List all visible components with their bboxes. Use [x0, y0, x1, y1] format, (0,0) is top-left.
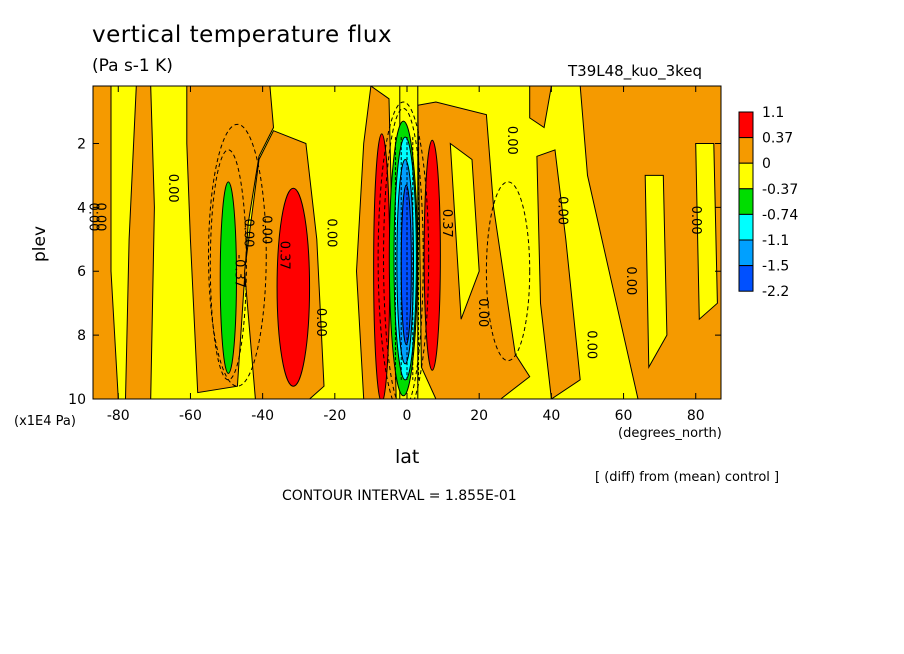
field-min-blue [400, 184, 412, 346]
y-tick-label: 6 [77, 264, 86, 280]
negative-contour [207, 123, 267, 387]
negative-contour [377, 101, 430, 399]
contour-value-label: 0.00 [583, 330, 598, 359]
y-tick-label: 4 [77, 200, 86, 216]
contour-value-label: 0.00 [85, 202, 100, 231]
contour-value-label: 0.00 [623, 266, 638, 295]
x-axis-title: lat [395, 446, 420, 468]
colorbar-label: -1.1 [762, 233, 789, 249]
field-max-red [423, 139, 441, 371]
colorbar-swatch [738, 111, 754, 139]
y-tick-label: 8 [77, 328, 86, 344]
x-axis-unit: (degrees_north) [618, 426, 722, 441]
field-region-yellow [449, 142, 480, 320]
run-label: T39L48_kuo_3keq [568, 62, 703, 80]
footnote: [ (diff) from (mean) control ] [595, 470, 780, 485]
contour-value-label: -0.37 [232, 254, 247, 288]
x-tick-label: -60 [179, 408, 202, 424]
y-axis-title: plev [30, 225, 50, 262]
colorbar-swatch [738, 188, 754, 215]
contour-interval-label: CONTOUR INTERVAL = 1.855E-01 [282, 488, 517, 504]
field-min-green [219, 181, 237, 374]
colorbar-label: -0.37 [762, 182, 798, 198]
x-tick-label: 0 [403, 408, 412, 424]
x-tick-label: 60 [615, 408, 633, 424]
colorbar-label: -2.2 [762, 284, 789, 300]
field-region-orange [124, 86, 155, 399]
colorbar-label: 0.37 [762, 131, 793, 147]
colorbar-label: 1.1 [762, 105, 784, 121]
x-tick-label: 40 [542, 408, 560, 424]
contour-value-label: 0.00 [241, 218, 256, 247]
contour-value-label: 0.00 [688, 206, 703, 235]
field-group [93, 86, 721, 399]
contour-value-label: 0.00 [313, 308, 328, 337]
y-tick-label: 10 [68, 392, 86, 408]
x-tick-label: -20 [323, 408, 346, 424]
field-region-orange [529, 86, 552, 129]
contour-value-label: 0.00 [504, 126, 519, 155]
colorbar-swatch [738, 239, 754, 267]
contour-value-label: 0.37 [277, 241, 292, 270]
y-tick-label: 2 [77, 136, 86, 152]
x-tick-label: -40 [251, 408, 274, 424]
colorbar-swatch [738, 213, 754, 241]
colorbar-label: 0 [762, 156, 771, 172]
negative-contour [485, 181, 531, 362]
contour-value-label: 0.37 [439, 209, 454, 238]
negative-contour [209, 149, 247, 381]
colorbar-swatch [738, 265, 754, 292]
x-tick-label: 20 [470, 408, 488, 424]
x-tick-label: -80 [107, 408, 130, 424]
field-region-orange [536, 149, 581, 399]
colorbar-label: -1.5 [762, 259, 789, 275]
colorbar-label: -0.74 [762, 207, 798, 223]
contour-value-label: 0.00 [324, 218, 339, 247]
contour-value-label: 0.00 [259, 215, 274, 244]
colorbar-swatch [738, 137, 754, 164]
contour-value-label: 0.00 [475, 298, 490, 327]
units-label: (Pa s-1 K) [92, 56, 173, 76]
field-region-yellow [644, 174, 668, 369]
colorbar-swatch [738, 162, 754, 190]
y-axis-unit: (x1E4 Pa) [14, 414, 76, 429]
field-region-yellow [695, 143, 718, 321]
field-region-orange [93, 86, 119, 399]
contour-value-label: 0.00 [555, 196, 570, 225]
contour-value-label: 0.00 [93, 202, 108, 231]
negative-contour [383, 107, 424, 399]
field-max-red [276, 187, 311, 387]
x-tick-label: 80 [687, 408, 705, 424]
chart-title: vertical temperature flux [92, 22, 393, 48]
contour-value-label: 0.00 [165, 174, 180, 203]
